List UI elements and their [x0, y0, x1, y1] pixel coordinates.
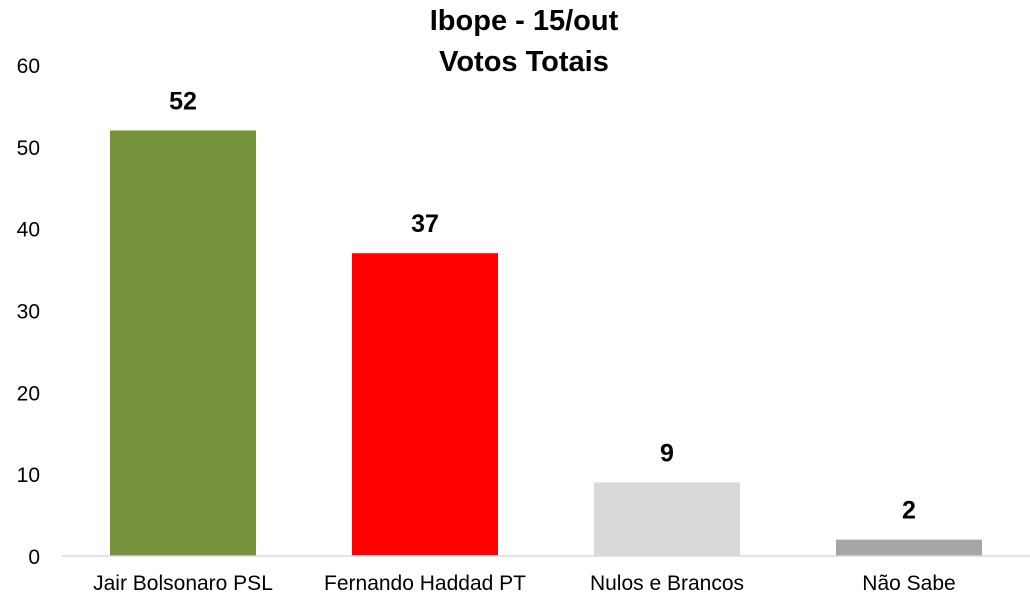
chart-subtitle: Votos Totais: [439, 46, 609, 78]
x-tick-label: Nulos e Brancos: [590, 572, 744, 595]
data-label: 2: [902, 497, 916, 525]
data-label: 52: [169, 87, 197, 115]
bars: [110, 130, 982, 556]
bar: [110, 130, 256, 556]
data-label: 9: [660, 439, 674, 467]
bar: [836, 539, 982, 556]
data-label: 37: [411, 210, 439, 238]
x-axis: Jair Bolsonaro PSL Fernando Haddad PT Nulo…: [93, 572, 956, 595]
y-tick-label: 30: [17, 301, 40, 324]
y-tick-label: 10: [17, 464, 40, 487]
chart-title: Ibope - 15/out: [430, 5, 619, 37]
x-tick-label: Não Sabe: [862, 572, 955, 595]
y-tick-label: 50: [17, 137, 40, 160]
bar: [594, 482, 740, 556]
x-tick-label: Fernando Haddad PT: [324, 572, 526, 595]
bar: [352, 253, 498, 556]
x-tick-label: Jair Bolsonaro PSL: [93, 572, 273, 595]
y-axis: 0 10 20 30 40 50 60: [17, 55, 40, 569]
y-tick-label: 40: [17, 219, 40, 242]
y-tick-label: 0: [28, 546, 40, 569]
y-tick-label: 60: [17, 55, 40, 78]
data-labels: 52 37 9 2: [169, 87, 916, 524]
y-tick-label: 20: [17, 382, 40, 405]
